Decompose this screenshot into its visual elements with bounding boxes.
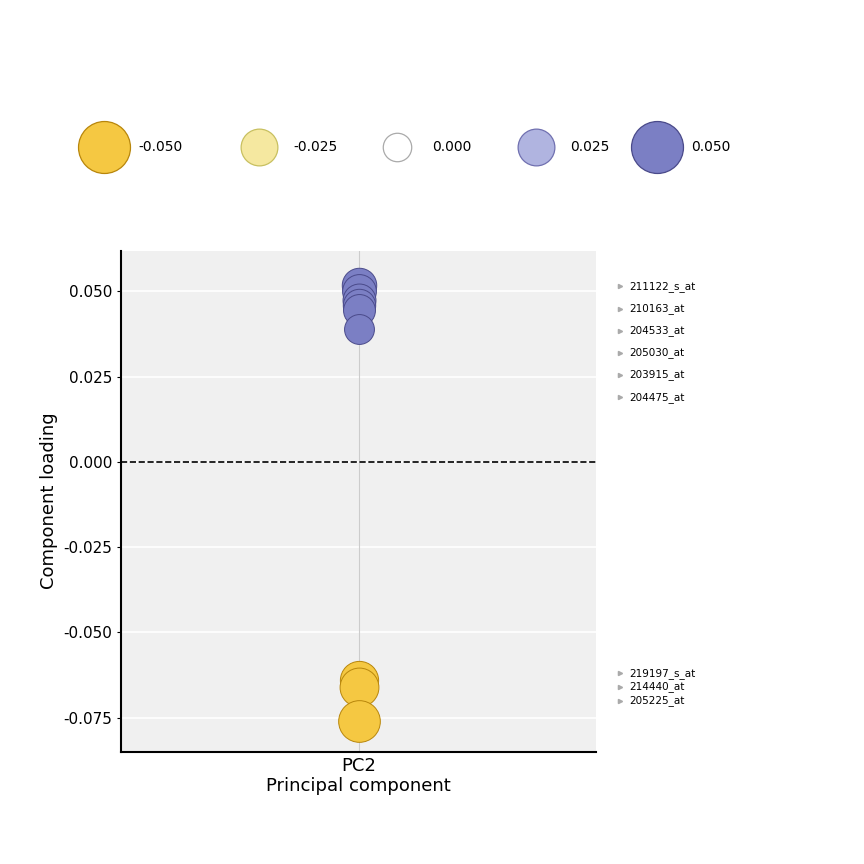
Text: 204533_at: 204533_at (629, 325, 685, 336)
Text: 210163_at: 210163_at (629, 303, 685, 314)
Point (352, 293, 365, 307)
Point (352, 298, 365, 312)
Text: 0.050: 0.050 (691, 140, 731, 154)
Text: 203915_at: 203915_at (629, 370, 685, 380)
Y-axis label: Component loading: Component loading (40, 413, 58, 589)
Text: 0.025: 0.025 (570, 140, 610, 154)
Text: 204475_at: 204475_at (629, 391, 685, 403)
Text: 205225_at: 205225_at (629, 696, 685, 706)
Text: 219197_s_at: 219197_s_at (629, 668, 696, 679)
Point (97, 140, 111, 154)
Text: -0.025: -0.025 (294, 140, 338, 154)
Text: -0.050: -0.050 (138, 140, 182, 154)
Point (352, 322, 365, 336)
Text: 0.000: 0.000 (432, 140, 472, 154)
Text: 211122_s_at: 211122_s_at (629, 281, 696, 292)
Point (352, 714, 365, 727)
Point (352, 284, 365, 298)
Point (529, 140, 543, 154)
Text: 214440_at: 214440_at (629, 682, 685, 692)
Point (352, 680, 365, 694)
Point (352, 673, 365, 687)
X-axis label: Principal component: Principal component (266, 778, 451, 796)
Point (252, 140, 266, 154)
Point (650, 140, 664, 154)
Point (391, 140, 404, 154)
Text: 205030_at: 205030_at (629, 347, 684, 359)
Point (352, 277, 365, 291)
Point (352, 303, 365, 317)
